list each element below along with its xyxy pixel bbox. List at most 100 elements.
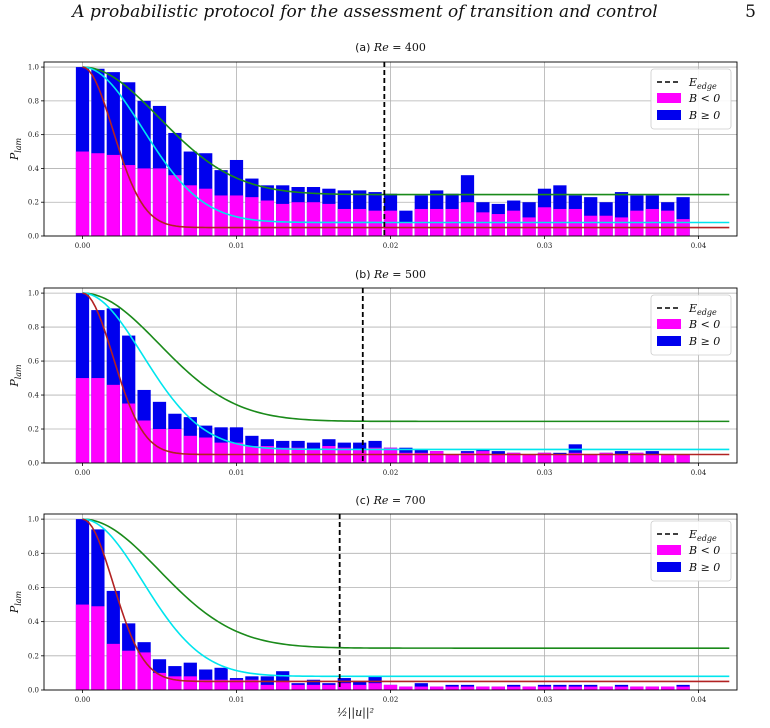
bar-b-lt-0 <box>199 679 213 690</box>
bar-b-lt-0 <box>460 202 475 236</box>
bar-b-lt-0 <box>91 378 105 463</box>
bar-b-lt-0 <box>676 454 690 463</box>
bar-b-lt-0 <box>152 429 167 463</box>
bar-b-lt-0 <box>106 154 120 236</box>
bar-b-lt-0 <box>337 683 351 690</box>
bar-b-lt-0 <box>260 684 274 690</box>
bar-b-lt-0 <box>137 168 151 236</box>
y-tick-label: 0.2 <box>28 652 39 660</box>
y-tick-label: 0.6 <box>28 358 40 366</box>
bar-b-lt-0 <box>584 686 598 690</box>
bar-b-lt-0 <box>430 451 444 463</box>
bar-b-lt-0 <box>322 684 336 690</box>
bar-b-lt-0 <box>568 686 582 690</box>
bar-b-lt-0 <box>168 429 182 463</box>
bar-b-lt-0 <box>399 222 413 236</box>
bar-b-lt-0 <box>245 197 259 236</box>
bar-b-lt-0 <box>276 447 290 463</box>
bar-b-lt-0 <box>368 447 382 463</box>
bar-b-lt-0 <box>291 684 305 690</box>
bar-b-lt-0 <box>229 442 244 463</box>
x-tick-label: 0.02 <box>383 469 399 477</box>
bar-b-lt-0 <box>430 686 444 690</box>
y-tick-label: 0.6 <box>28 584 40 592</box>
x-tick-label: 0.03 <box>537 696 553 704</box>
legend-neg-label: B < 0 <box>688 544 720 557</box>
bar-b-lt-0 <box>91 153 105 236</box>
x-tick-label: 0.00 <box>75 469 91 477</box>
x-tick-label: 0.03 <box>537 469 553 477</box>
legend-pos-swatch <box>657 110 681 120</box>
bar-b-lt-0 <box>214 195 228 236</box>
x-tick-label: 0.04 <box>691 696 707 704</box>
bar-b-lt-0 <box>630 452 644 463</box>
x-tick-label: 0.00 <box>75 242 91 250</box>
bar-b-lt-0 <box>661 210 675 236</box>
bar-b-lt-0 <box>568 452 582 463</box>
legend-edge-label: Eedge <box>688 76 717 91</box>
bar-b-lt-0 <box>445 686 459 690</box>
y-tick-label: 1.0 <box>28 516 39 524</box>
bar-b-lt-0 <box>630 686 644 690</box>
y-tick-label: 1.0 <box>28 64 39 72</box>
y-tick-label: 1.0 <box>28 290 39 298</box>
bar-b-lt-0 <box>276 681 290 690</box>
chart-title: (b) Re = 500 <box>355 268 426 281</box>
bar-b-lt-0 <box>368 210 382 236</box>
bar-b-lt-0 <box>614 686 629 690</box>
bar-b-lt-0 <box>214 442 228 463</box>
y-tick-label: 0.2 <box>28 199 39 207</box>
fit-curve-red <box>82 518 730 683</box>
y-tick-label: 0.4 <box>28 165 40 173</box>
bar-b-lt-0 <box>399 686 413 690</box>
x-tick-label: 0.04 <box>691 242 707 250</box>
y-axis-label: Plam <box>8 590 23 614</box>
bar-b-lt-0 <box>522 217 536 236</box>
chart-panel-3: (c) Re = 700 0.00 0.01 0.02 0.03 0.04 0.0 0.2 0.… <box>8 494 738 720</box>
page-number: 5 <box>745 2 756 22</box>
legend-edge-label: Eedge <box>688 528 717 543</box>
legend-pos-swatch <box>657 562 681 572</box>
bar-b-lt-0 <box>614 454 629 463</box>
legend-pos-label: B ≥ 0 <box>688 109 720 122</box>
x-tick-label: 0.01 <box>229 242 245 250</box>
page-running-title: A probabilistic protocol for the assessm… <box>72 2 658 22</box>
fit-curve-red <box>82 66 730 229</box>
y-tick-label: 0.2 <box>28 426 39 434</box>
bar-b-lt-0 <box>553 454 567 463</box>
chart-title: (c) Re = 700 <box>355 494 425 507</box>
fit-curve-green <box>82 292 730 423</box>
x-tick-label: 0.00 <box>75 696 91 704</box>
y-axis-label: Plam <box>8 364 23 388</box>
bar-b-lt-0 <box>122 650 136 690</box>
x-tick-label: 0.04 <box>691 469 707 477</box>
bar-b-lt-0 <box>260 200 274 236</box>
bar-b-lt-0 <box>537 452 552 463</box>
fit-curve-green <box>82 518 730 649</box>
bar-b-lt-0 <box>322 203 336 236</box>
bar-b-lt-0 <box>537 207 552 236</box>
x-tick-label: 0.03 <box>537 242 553 250</box>
bar-b-lt-0 <box>137 420 151 463</box>
bar-b-lt-0 <box>229 679 244 690</box>
bar-b-lt-0 <box>383 684 398 690</box>
bar-b-lt-0 <box>599 452 613 463</box>
bar-b-lt-0 <box>276 203 290 236</box>
y-tick-label: 0.4 <box>28 392 40 400</box>
bar-b-lt-0 <box>199 437 213 463</box>
legend-edge-label: Eedge <box>688 302 717 317</box>
fit-curve-green <box>82 66 730 196</box>
page-header: A probabilistic protocol for the assessm… <box>0 0 770 32</box>
bar-b-lt-0 <box>183 435 197 463</box>
bar-b-lt-0 <box>476 212 490 236</box>
y-tick-label: 0.6 <box>28 131 40 139</box>
legend-neg-label: B < 0 <box>688 92 720 105</box>
bar-b-lt-0 <box>599 686 613 690</box>
y-tick-label: 0.8 <box>28 550 39 558</box>
fit-curve-cyan <box>82 518 730 678</box>
x-tick-label: 0.01 <box>229 469 245 477</box>
legend-pos-label: B ≥ 0 <box>688 561 720 574</box>
